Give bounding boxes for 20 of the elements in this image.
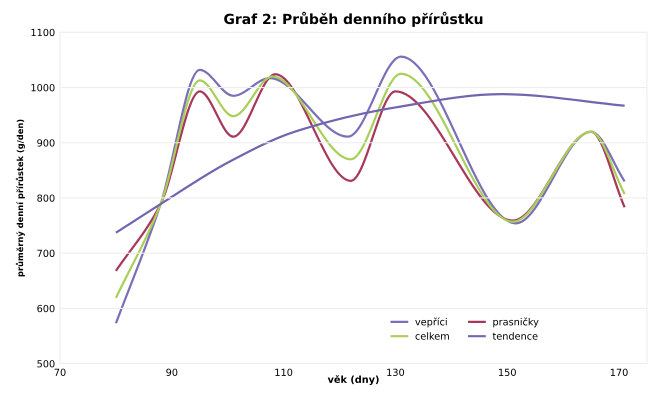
legend-label: celkem xyxy=(415,332,449,340)
y-tick-label: 1100 xyxy=(31,28,55,36)
y-tick-label: 1000 xyxy=(31,84,55,92)
legend-label: prasničky xyxy=(493,318,539,328)
legend-label: tendence xyxy=(492,332,538,340)
y-tick-label: 800 xyxy=(37,194,55,202)
x-tick-label: 130 xyxy=(387,368,404,376)
x-tick-label: 90 xyxy=(166,368,178,376)
x-tick-label: 170 xyxy=(610,368,628,376)
y-tick-label: 600 xyxy=(37,304,55,312)
x-tick-label: 150 xyxy=(499,368,516,376)
legend-label: vepříci xyxy=(415,318,447,328)
chart-title: Graf 2: Průběh denního přírůstku xyxy=(224,12,482,27)
y-axis-title: průměrný denní přírůstek (g/den) xyxy=(16,120,25,276)
x-axis-title: věk (dny) xyxy=(328,375,379,385)
x-tick-label: 70 xyxy=(54,368,66,376)
x-tick-label: 110 xyxy=(275,368,292,376)
y-tick-label: 500 xyxy=(37,360,55,368)
y-tick-label: 700 xyxy=(37,250,55,258)
y-tick-label: 900 xyxy=(37,139,55,147)
